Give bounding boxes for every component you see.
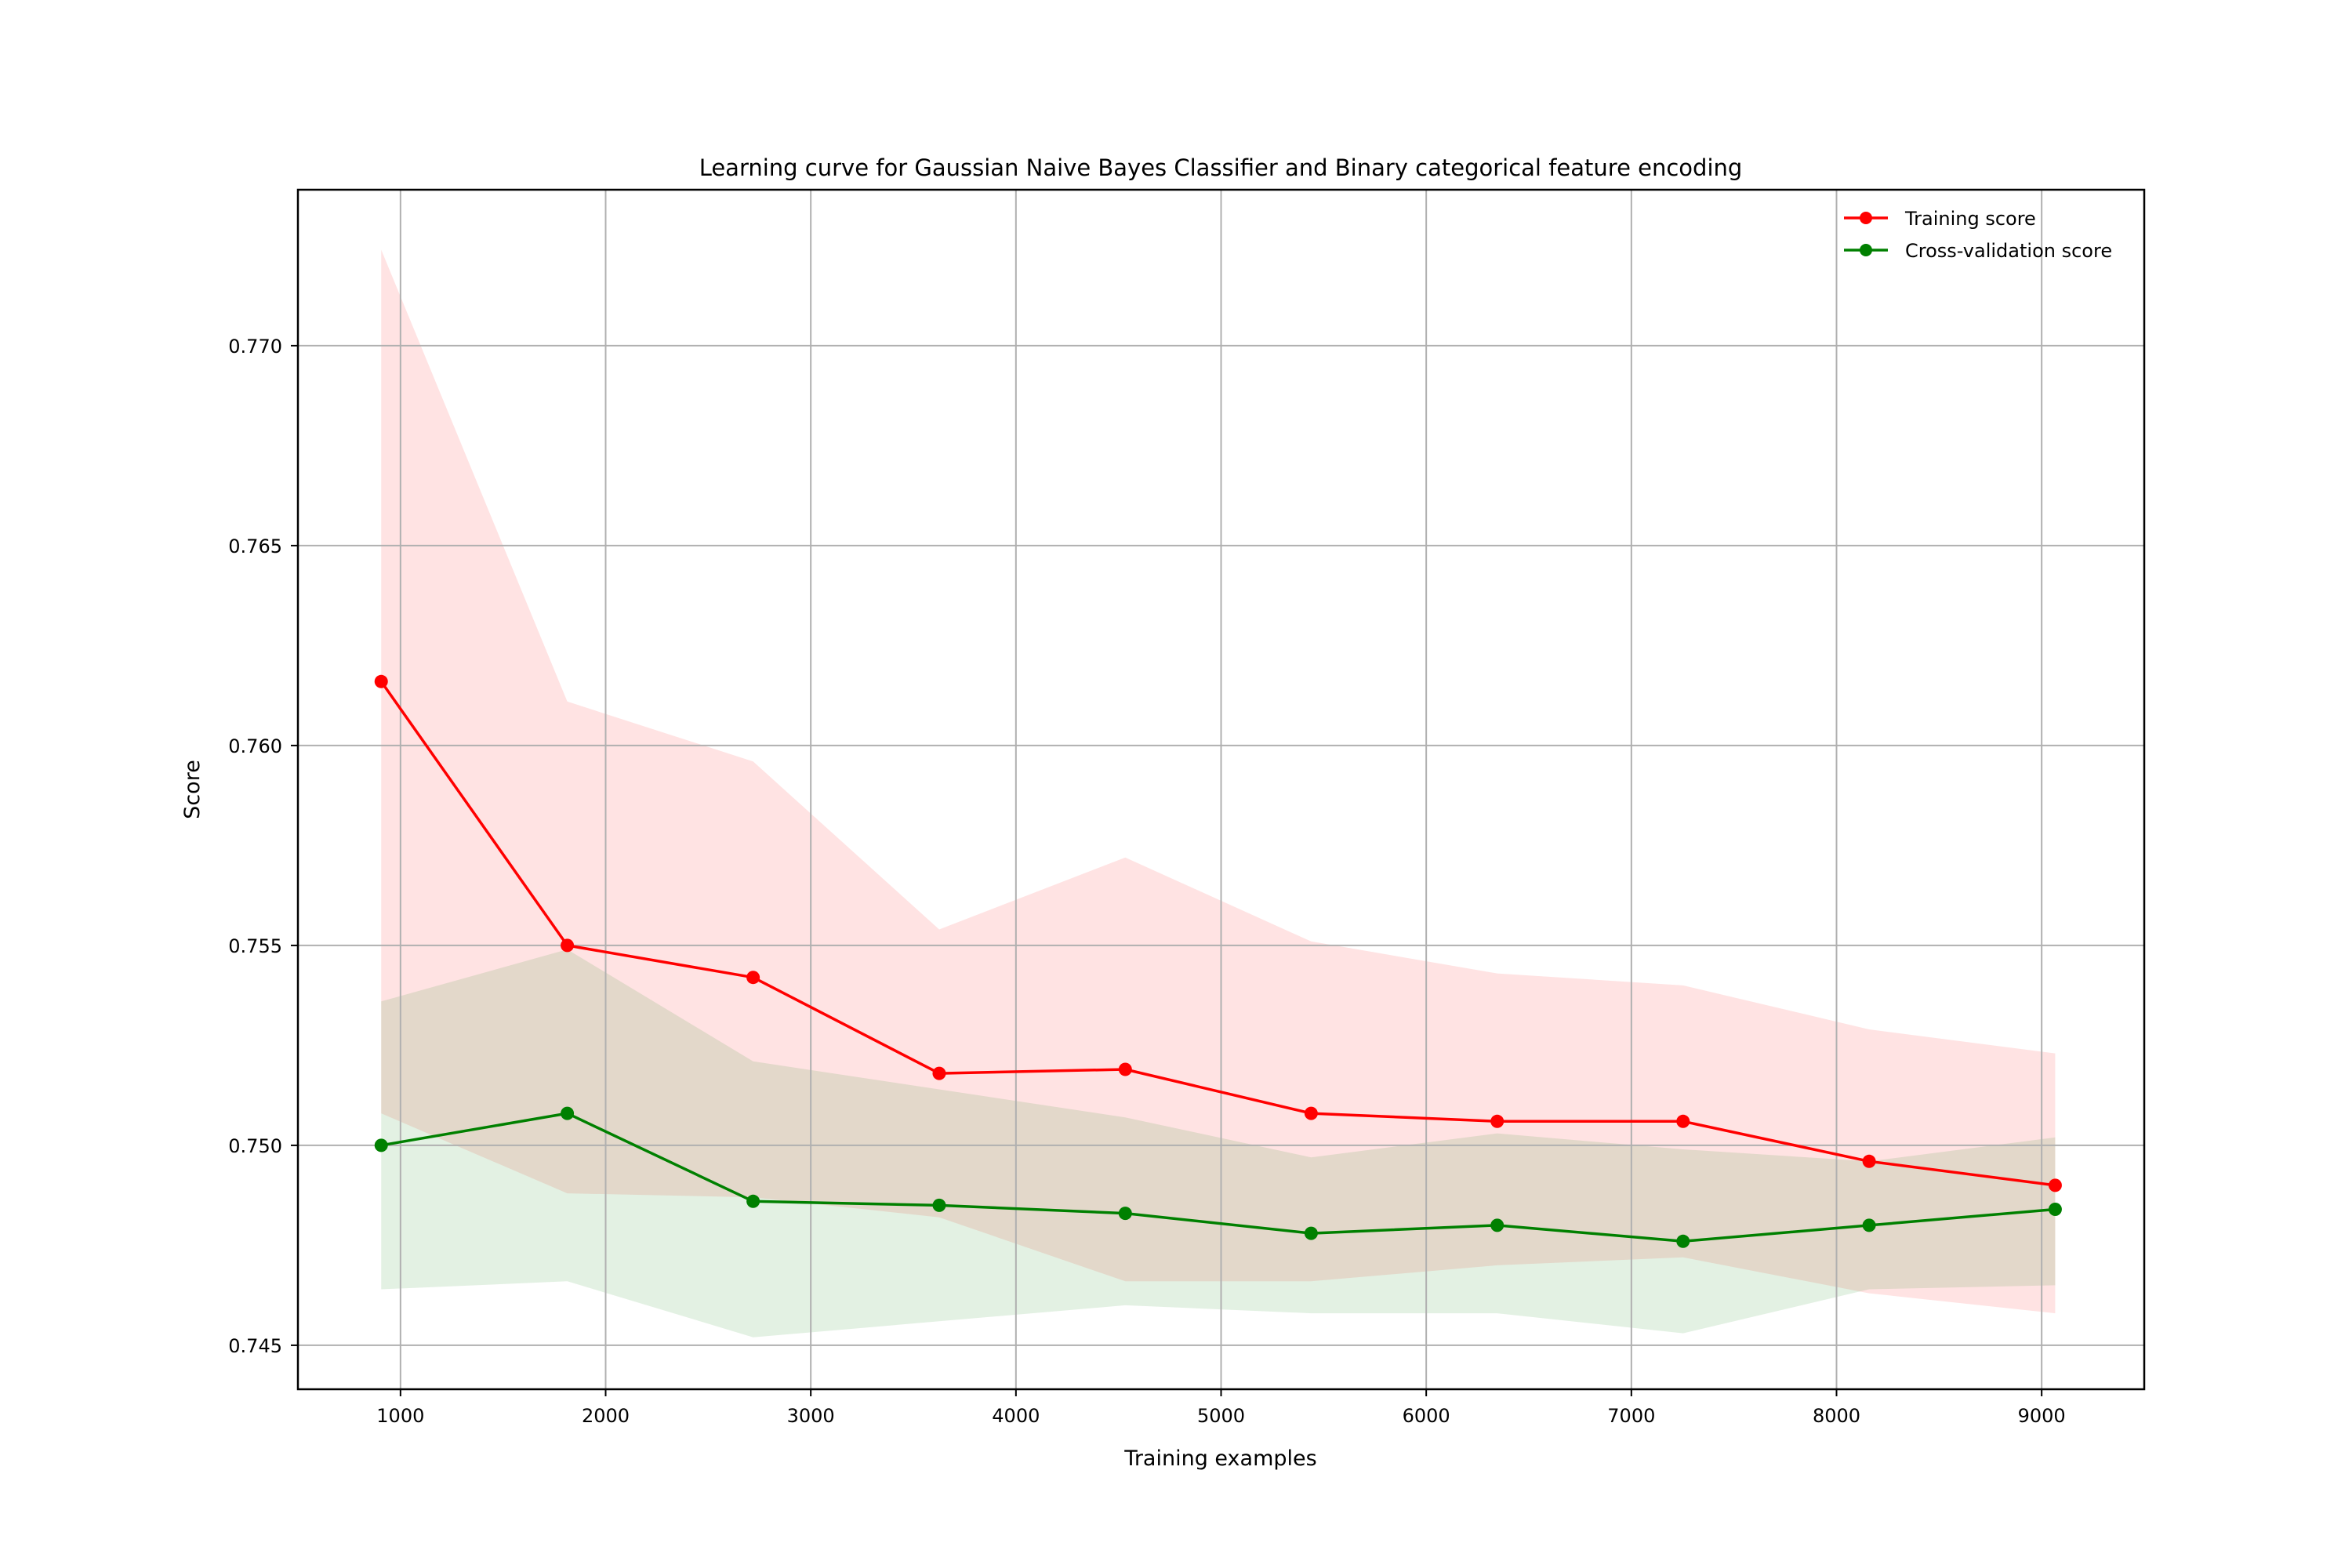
legend-label-cross-validation: Cross-validation score bbox=[1905, 240, 2112, 262]
y-tick-label: 0.765 bbox=[228, 535, 282, 557]
data-point-training bbox=[1862, 1154, 1876, 1168]
data-point-training bbox=[1490, 1114, 1504, 1128]
y-axis-label: Score bbox=[180, 760, 205, 819]
data-point-training bbox=[2048, 1178, 2062, 1192]
legend: Training score Cross-validation score bbox=[1844, 208, 2112, 262]
x-tick-label: 9000 bbox=[2018, 1405, 2066, 1427]
y-tick-label: 0.755 bbox=[228, 935, 282, 957]
y-tick-label: 0.745 bbox=[228, 1335, 282, 1357]
legend-marker-cross-validation bbox=[1860, 244, 1872, 256]
x-tick-label: 5000 bbox=[1197, 1405, 1245, 1427]
data-point-training bbox=[561, 938, 575, 953]
grid-lines bbox=[298, 190, 2144, 1389]
data-point-cross-validation bbox=[2048, 1203, 2062, 1216]
legend-label-training: Training score bbox=[1904, 208, 2036, 230]
confidence-bands bbox=[381, 249, 2056, 1338]
data-point-training bbox=[1118, 1062, 1132, 1076]
data-point-cross-validation bbox=[1118, 1207, 1132, 1221]
band-cross-validation bbox=[381, 949, 2056, 1338]
data-point-training bbox=[746, 971, 760, 985]
series-line-training bbox=[379, 681, 2056, 1187]
legend-entry-training: Training score bbox=[1844, 208, 2036, 230]
x-tick-label: 6000 bbox=[1403, 1405, 1450, 1427]
x-tick-label: 2000 bbox=[582, 1405, 630, 1427]
x-tick-label: 8000 bbox=[1813, 1405, 1860, 1427]
data-point-cross-validation bbox=[1676, 1234, 1690, 1248]
y-tick-label: 0.770 bbox=[228, 336, 282, 358]
series-points bbox=[374, 674, 2062, 1248]
x-tick-label: 7000 bbox=[1607, 1405, 1655, 1427]
x-tick-label: 3000 bbox=[787, 1405, 835, 1427]
series-line-cross-validation bbox=[380, 1112, 2056, 1243]
x-axis-ticks: 1000 2000 3000 4000 5000 6000 7000 8000 9000 bbox=[376, 1389, 2066, 1427]
data-point-training bbox=[374, 674, 388, 688]
y-tick-label: 0.750 bbox=[228, 1135, 282, 1157]
data-point-cross-validation bbox=[746, 1194, 760, 1208]
x-tick-label: 1000 bbox=[376, 1405, 424, 1427]
band-training bbox=[381, 249, 2056, 1314]
data-point-cross-validation bbox=[374, 1138, 388, 1152]
series-lines bbox=[379, 681, 2056, 1243]
y-tick-label: 0.760 bbox=[228, 735, 282, 757]
data-point-cross-validation bbox=[1862, 1218, 1876, 1232]
data-point-cross-validation bbox=[561, 1106, 575, 1120]
legend-marker-training bbox=[1860, 212, 1872, 224]
data-point-cross-validation bbox=[1490, 1218, 1504, 1232]
y-axis-ticks: 0.745 0.750 0.755 0.760 0.765 0.770 bbox=[228, 336, 298, 1357]
legend-entry-cross-validation: Cross-validation score bbox=[1844, 240, 2112, 262]
data-point-cross-validation bbox=[1304, 1226, 1318, 1240]
data-point-cross-validation bbox=[932, 1198, 946, 1212]
data-point-training bbox=[1304, 1106, 1318, 1120]
data-point-training bbox=[932, 1066, 946, 1080]
x-axis-label: Training examples bbox=[1123, 1446, 1316, 1471]
chart-title: Learning curve for Gaussian Naive Bayes … bbox=[699, 154, 1743, 181]
data-point-training bbox=[1676, 1114, 1690, 1128]
x-tick-label: 4000 bbox=[992, 1405, 1040, 1427]
